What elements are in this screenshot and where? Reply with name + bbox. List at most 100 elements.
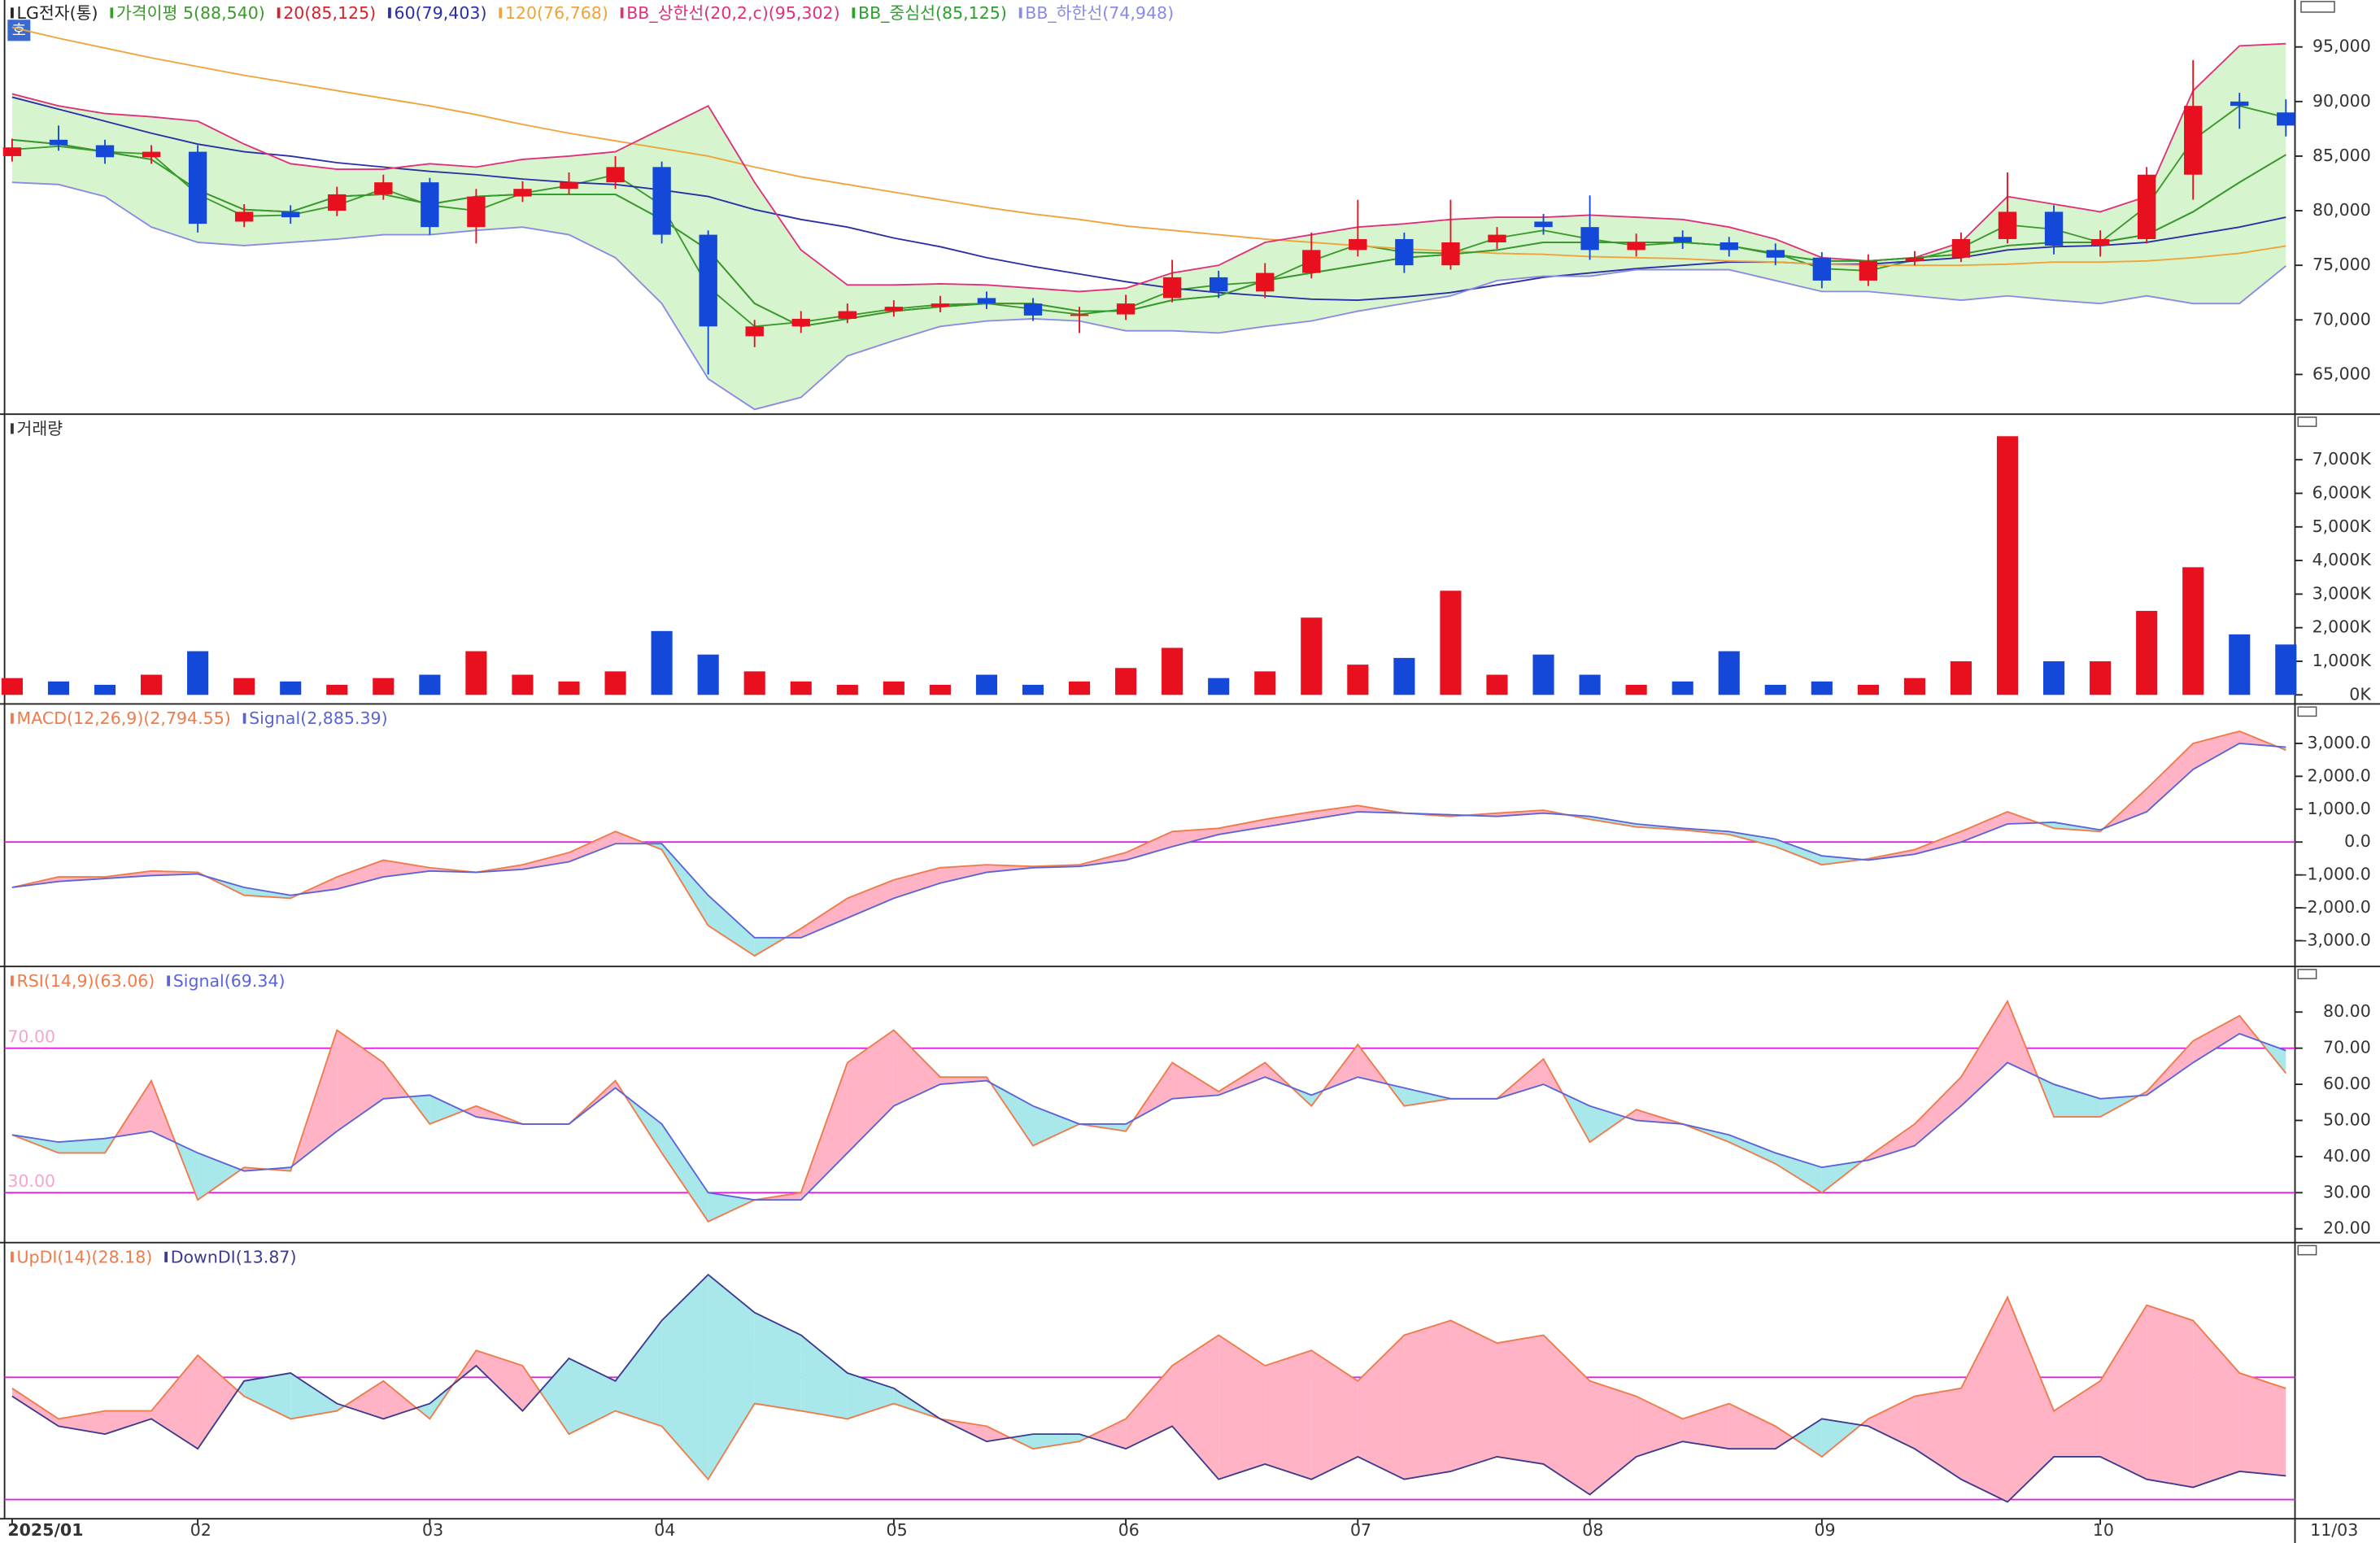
candle-body <box>467 196 486 228</box>
fill-area <box>1543 1335 1590 1495</box>
fill-area <box>1311 805 1358 820</box>
fill-area <box>344 1380 384 1419</box>
y-tick-label: 80.00 <box>2323 1001 2371 1021</box>
y-tick-label: 3,000.0 <box>2307 733 2370 752</box>
y-tick-label: 1,000.0 <box>2307 799 2370 818</box>
fill-area <box>1793 1419 1822 1457</box>
fill-area <box>2147 743 2194 813</box>
volume-bar <box>1115 668 1137 695</box>
reference-label: 30.00 <box>7 1171 55 1191</box>
volume-bar <box>1532 654 1554 695</box>
volume-bar <box>187 651 209 695</box>
panel-icon[interactable] <box>2300 1 2335 13</box>
fill-area <box>2100 1305 2147 1480</box>
panel-icon[interactable] <box>2297 706 2317 717</box>
fill-area <box>1032 1105 1080 1146</box>
fill-area <box>1265 1350 1312 1480</box>
fill-area <box>847 879 894 918</box>
volume-bar <box>233 678 255 695</box>
legend-marker <box>1018 7 1022 19</box>
fill-area <box>1914 831 1961 855</box>
panel-icon[interactable] <box>2297 1244 2317 1256</box>
candle-body <box>745 326 764 337</box>
x-tick-label: 03 <box>422 1520 443 1540</box>
fill-area <box>754 1312 801 1411</box>
volume-bar <box>1254 671 1276 695</box>
candle-body <box>1673 237 1692 242</box>
candle-body <box>1209 277 1228 292</box>
candle-body <box>421 182 439 228</box>
candle-body <box>2137 174 2156 239</box>
fill-area <box>383 860 430 878</box>
fill-area <box>58 1410 106 1435</box>
panel-icon[interactable] <box>2297 416 2317 427</box>
fill-area <box>800 898 848 938</box>
volume-bar <box>2229 634 2251 695</box>
volume-bar <box>326 684 348 695</box>
x-tick-label: 04 <box>654 1520 675 1540</box>
volume-bar <box>1068 681 1091 695</box>
fill-area <box>11 1388 59 1427</box>
volume-bar <box>604 671 626 695</box>
y-tick-label: 0K <box>2349 684 2371 704</box>
y-tick-label: 2,000K <box>2312 617 2372 637</box>
x-end-label: 11/03 <box>2310 1520 2358 1540</box>
volume-bar <box>1162 647 1183 695</box>
line-series <box>11 1032 2286 1201</box>
volume-bar <box>1950 660 1972 695</box>
fill-area <box>569 831 616 862</box>
fill-area <box>847 1030 894 1153</box>
volume-bar <box>2182 567 2204 695</box>
x-tick-label: 2025/01 <box>7 1520 83 1540</box>
fill-area <box>198 1153 242 1201</box>
x-tick-label: 09 <box>1814 1520 1835 1540</box>
fill-area <box>1728 1403 1776 1449</box>
candle-body <box>2044 211 2064 246</box>
volume-bar <box>1301 617 1323 695</box>
y-tick-label: 3,000K <box>2312 583 2372 603</box>
line-series <box>11 181 2286 411</box>
x-tick-label: 05 <box>887 1520 908 1540</box>
fill-area <box>661 1123 708 1222</box>
volume-bar <box>141 674 163 695</box>
candle-body <box>281 211 300 218</box>
candle-body <box>1070 314 1089 316</box>
fill-area <box>1775 1426 1794 1449</box>
legend-label: BB_하한선(74,948) <box>1025 3 1174 23</box>
fill-area <box>1960 1000 2008 1106</box>
candle-body <box>234 211 254 222</box>
candle-body <box>1534 221 1553 228</box>
y-tick-label: 70.00 <box>2323 1038 2371 1057</box>
fill-area <box>1682 1403 1729 1449</box>
candle-body <box>977 298 996 304</box>
legend-marker <box>11 713 14 724</box>
legend-marker <box>110 7 114 19</box>
volume-bar <box>1857 684 1879 695</box>
legend-label: UpDI(14)(28.18) <box>17 1247 153 1266</box>
fill-area <box>1868 1396 1915 1449</box>
candle-body <box>931 303 950 307</box>
y-tick-label: -3,000.0 <box>2301 930 2371 949</box>
panel-icon[interactable] <box>2297 969 2317 979</box>
legend-label: DownDI(13.87) <box>171 1247 297 1266</box>
fill-area <box>2007 1297 2055 1502</box>
candle-body <box>1023 303 1043 316</box>
candle-body <box>328 194 347 211</box>
candle-body <box>95 145 115 158</box>
volume-bar <box>1 678 23 695</box>
fill-area <box>539 1358 569 1435</box>
y-tick-label: 5,000K <box>2312 517 2372 536</box>
legend-marker <box>388 7 391 19</box>
volume-bar <box>883 681 904 695</box>
volume-bar <box>2275 644 2297 695</box>
candle-body <box>1162 277 1182 299</box>
volume-bar <box>929 684 951 695</box>
candle-body <box>838 311 857 319</box>
fill-area <box>1126 1366 1173 1449</box>
legend-marker <box>242 713 246 724</box>
y-tick-label: 40.00 <box>2323 1146 2371 1166</box>
volume-bar <box>1625 684 1647 695</box>
legend-marker <box>852 7 856 19</box>
fill-area <box>1172 1335 1219 1480</box>
